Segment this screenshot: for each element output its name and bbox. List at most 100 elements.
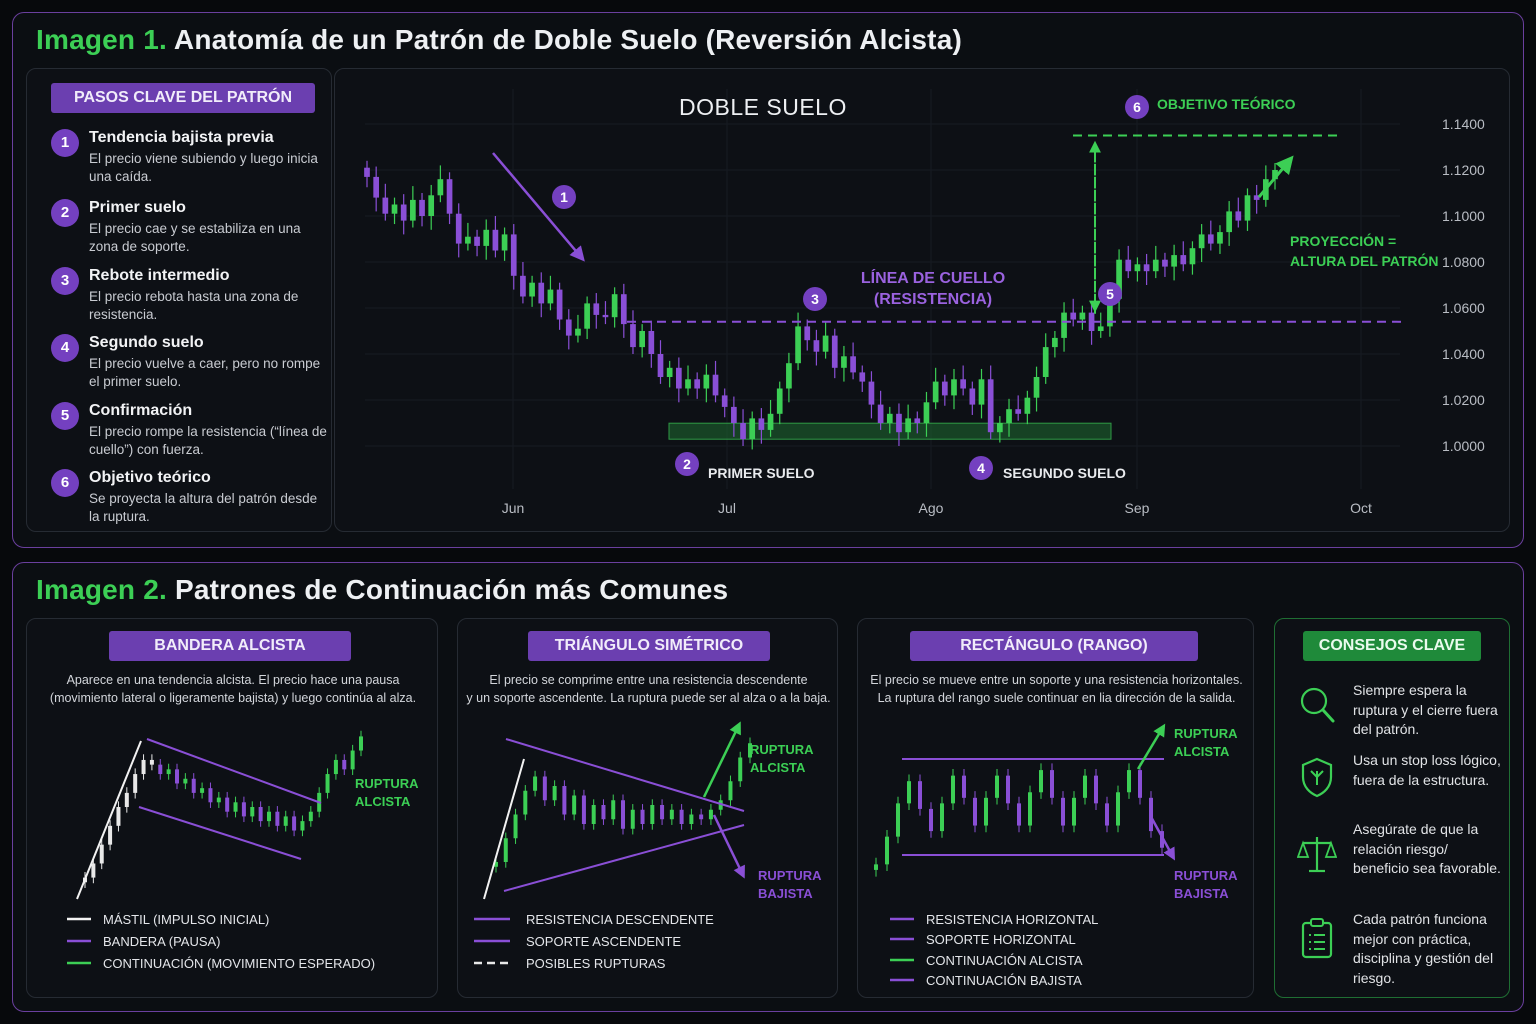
candle-body xyxy=(216,797,221,803)
candle-body xyxy=(446,179,453,214)
candle xyxy=(1094,768,1098,811)
candle-body xyxy=(492,229,499,251)
candle-body xyxy=(513,814,518,839)
candle-body xyxy=(116,807,121,826)
flag-desc-1: Aparece en una tendencia alcista. El pre… xyxy=(66,673,400,687)
candle xyxy=(533,770,538,797)
chart-title: DOBLE SUELO xyxy=(679,94,847,120)
candle-body xyxy=(657,354,664,377)
candle xyxy=(593,293,600,329)
candle xyxy=(874,857,878,877)
candle xyxy=(740,409,746,446)
candle-body xyxy=(547,289,554,304)
candle-body xyxy=(99,844,104,864)
candle-body xyxy=(292,816,297,831)
candle-body xyxy=(1039,770,1043,793)
marker-2-text: 2 xyxy=(683,456,691,472)
candle xyxy=(1235,197,1242,228)
candle-body xyxy=(1072,797,1076,826)
marker-4: 4 xyxy=(969,456,993,480)
candle-body xyxy=(767,413,774,430)
candle-body xyxy=(183,778,188,784)
candle xyxy=(1028,785,1032,833)
triangle-title: TRIÁNGULO SIMÉTRICO xyxy=(528,631,770,661)
candle xyxy=(1079,305,1086,330)
candle xyxy=(914,411,921,434)
step-desc: El precio viene subiendo y luego inicia … xyxy=(89,151,318,184)
candle xyxy=(657,340,664,384)
rectangle-down-label-2: BAJISTA xyxy=(1174,886,1229,901)
candle xyxy=(1244,188,1251,231)
candle xyxy=(699,808,704,825)
candle xyxy=(325,768,330,799)
y-tick-label: 1.1200 xyxy=(1442,162,1485,178)
candle xyxy=(679,804,684,830)
candle xyxy=(250,801,255,823)
candle-body xyxy=(932,381,939,403)
candle xyxy=(523,785,528,821)
candle-body xyxy=(465,236,471,244)
candle xyxy=(738,751,743,787)
candle-body xyxy=(1198,234,1205,249)
candle-body xyxy=(1180,255,1187,265)
candle-body xyxy=(648,331,655,354)
candle-body xyxy=(813,340,820,352)
candle xyxy=(149,754,154,771)
candle-body xyxy=(1050,770,1054,798)
candle-body xyxy=(419,199,425,216)
triangle-desc-1: El precio se comprime entre una resisten… xyxy=(489,673,808,687)
candle xyxy=(342,754,347,775)
candle xyxy=(455,203,462,258)
candle-body xyxy=(886,413,893,423)
candle xyxy=(929,802,933,838)
candle-body xyxy=(804,326,811,341)
candle xyxy=(581,789,586,830)
flag-title: BANDERA ALCISTA xyxy=(109,631,351,661)
triangle-down-label-1: RUPTURA xyxy=(758,868,822,883)
candle xyxy=(886,406,893,434)
candle-body xyxy=(373,176,380,198)
section1-heading: Imagen 1. Anatomía de un Patrón de Doble… xyxy=(36,24,962,56)
candle xyxy=(575,314,581,343)
candle xyxy=(400,194,407,235)
candle xyxy=(995,768,999,805)
candle xyxy=(718,794,723,816)
candle xyxy=(767,400,774,437)
candle xyxy=(850,342,856,380)
steps-heading: PASOS CLAVE DEL PATRÓN xyxy=(51,83,315,113)
candle xyxy=(391,197,398,225)
step-number: 4 xyxy=(51,334,79,362)
candle-body xyxy=(669,809,674,820)
candle-body xyxy=(552,786,557,801)
candle-body xyxy=(359,736,363,751)
candle-body xyxy=(141,759,146,775)
flag-box: BANDERA ALCISTA Aparece en una tendencia… xyxy=(26,618,438,998)
candle-body xyxy=(533,776,538,791)
candle-body xyxy=(694,379,701,389)
rectangle-up-label-1: RUPTURA xyxy=(1174,726,1238,741)
candle xyxy=(108,820,113,851)
candle xyxy=(1083,768,1087,805)
candle-body xyxy=(1042,347,1049,377)
candle-body xyxy=(685,379,691,389)
candle xyxy=(175,763,179,790)
candle xyxy=(1134,257,1141,282)
candle-body xyxy=(859,372,866,382)
candle-body xyxy=(1116,792,1120,826)
neckline-label-1: LÍNEA DE CUELLO xyxy=(861,268,1005,287)
candle xyxy=(978,368,985,419)
candle xyxy=(973,791,977,833)
candle xyxy=(601,799,606,825)
y-tick-label: 1.1400 xyxy=(1442,116,1485,132)
candle xyxy=(749,411,756,450)
triangle-up-label-1: RUPTURA xyxy=(750,742,814,757)
projection-label-2: ALTURA DEL PATRÓN xyxy=(1290,252,1439,269)
y-tick-label: 1.0200 xyxy=(1442,392,1485,408)
candle xyxy=(1217,225,1223,254)
candle-body xyxy=(1116,259,1122,299)
candle-body xyxy=(437,179,444,196)
candle xyxy=(962,768,966,805)
triangle-box: TRIÁNGULO SIMÉTRICO El precio se comprim… xyxy=(457,618,838,998)
candle-body xyxy=(1070,312,1077,320)
candle xyxy=(885,829,889,872)
